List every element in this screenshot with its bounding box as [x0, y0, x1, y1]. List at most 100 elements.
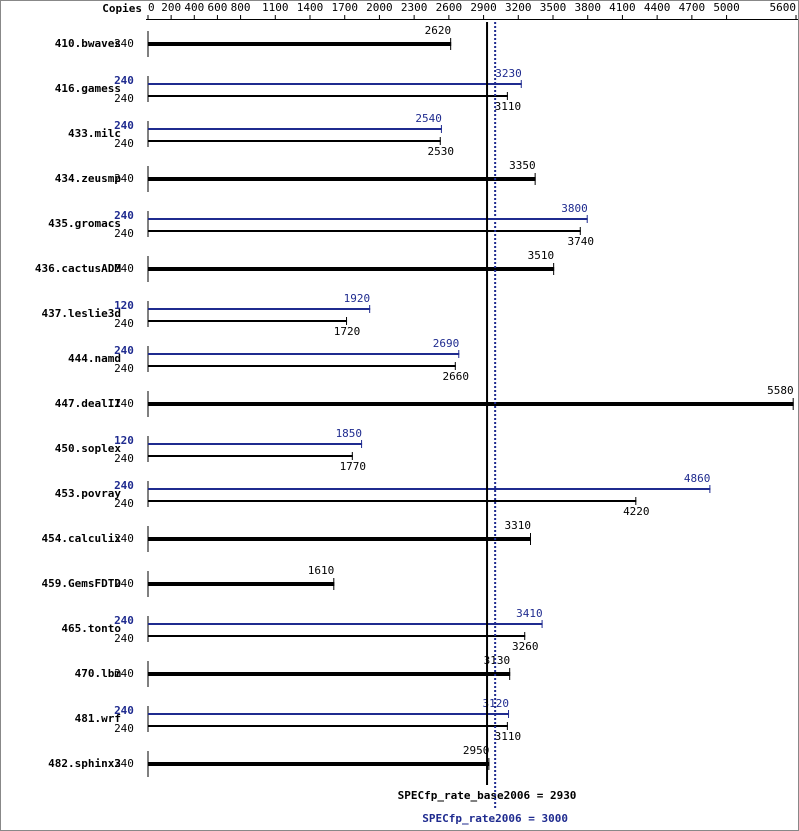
x-tick-label: 3800 [574, 1, 601, 14]
copies-label: 240 [114, 614, 134, 627]
bar [148, 402, 794, 406]
copies-label: 240 [114, 74, 134, 87]
value-label: 2690 [433, 337, 460, 350]
bar [148, 635, 526, 637]
copies-label: 240 [114, 172, 134, 185]
x-tick-label: 2900 [470, 1, 497, 14]
benchmark-label: 465.tonto [61, 622, 121, 635]
value-label: 1720 [334, 325, 361, 338]
benchmark-label: 482.sphinx3 [48, 757, 121, 770]
benchmark-label: 454.calculix [42, 532, 122, 545]
benchmark-label: 459.GemsFDTD [42, 577, 122, 590]
value-label: 5580 [767, 384, 794, 397]
x-tick-label: 5600 [770, 1, 797, 14]
reference-label: SPECfp_rate_base2006 = 2930 [398, 789, 577, 802]
x-tick-label: 0 [148, 1, 155, 14]
copies-label: 240 [114, 704, 134, 717]
copies-label: 240 [114, 209, 134, 222]
bar [148, 672, 511, 676]
benchmark-label: 444.namd [68, 352, 121, 365]
x-tick-label: 800 [231, 1, 251, 14]
copies-label: 240 [114, 227, 134, 240]
bar [148, 537, 532, 541]
x-tick-label: 4100 [609, 1, 636, 14]
x-tick-label: 1400 [297, 1, 324, 14]
x-tick-label: 4700 [679, 1, 706, 14]
value-label: 3800 [561, 202, 588, 215]
benchmark-label: 470.lbm [75, 667, 122, 680]
copies-header: Copies [102, 2, 142, 15]
bar [148, 353, 460, 355]
benchmark-label: 410.bwaves [55, 37, 121, 50]
value-label: 3260 [512, 640, 539, 653]
value-label: 3110 [495, 730, 522, 743]
copies-label: 240 [114, 479, 134, 492]
copies-label: 240 [114, 532, 134, 545]
bar [148, 713, 510, 715]
value-label: 3350 [509, 159, 536, 172]
copies-label: 240 [114, 497, 134, 510]
x-tick-label: 600 [207, 1, 227, 14]
bar [148, 140, 441, 142]
bar [148, 177, 536, 181]
copies-label: 240 [114, 722, 134, 735]
copies-label: 240 [114, 92, 134, 105]
benchmark-label: 437.leslie3d [42, 307, 121, 320]
copies-label: 240 [114, 632, 134, 645]
bar [148, 500, 637, 502]
value-label: 4860 [684, 472, 711, 485]
benchmark-label: 450.soplex [55, 442, 122, 455]
copies-label: 120 [114, 434, 134, 447]
x-tick-label: 2600 [436, 1, 463, 14]
x-tick-label: 5000 [713, 1, 740, 14]
benchmark-label: 436.cactusADM [35, 262, 121, 275]
bar [148, 365, 456, 367]
value-label: 3110 [495, 100, 522, 113]
bar [148, 95, 508, 97]
copies-label: 240 [114, 452, 134, 465]
value-label: 2620 [425, 24, 452, 37]
copies-label: 240 [114, 119, 134, 132]
bar [148, 443, 363, 445]
value-label: 1920 [344, 292, 371, 305]
bar [148, 267, 555, 271]
bar [148, 623, 543, 625]
bar [148, 488, 711, 490]
copies-label: 240 [114, 667, 134, 680]
x-tick-label: 4400 [644, 1, 671, 14]
x-tick-label: 400 [184, 1, 204, 14]
reference-label: SPECfp_rate2006 = 3000 [422, 812, 568, 825]
value-label: 3310 [505, 519, 532, 532]
value-label: 1850 [336, 427, 363, 440]
copies-label: 240 [114, 137, 134, 150]
x-tick-label: 1100 [262, 1, 289, 14]
bar [148, 218, 588, 220]
value-label: 2530 [428, 145, 455, 158]
bar [148, 582, 335, 586]
copies-label: 240 [114, 577, 134, 590]
bar [148, 725, 508, 727]
bar [148, 42, 452, 46]
x-tick-label: 200 [161, 1, 181, 14]
x-tick-label: 3500 [540, 1, 567, 14]
copies-label: 240 [114, 397, 134, 410]
x-tick-label: 2300 [401, 1, 428, 14]
bar [148, 455, 353, 457]
value-label: 3510 [528, 249, 555, 262]
copies-label: 240 [114, 344, 134, 357]
x-tick-label: 1700 [331, 1, 358, 14]
copies-label: 240 [114, 362, 134, 375]
value-label: 3410 [516, 607, 543, 620]
bar [148, 230, 581, 232]
bar [148, 128, 442, 130]
bar [148, 762, 490, 766]
benchmark-label: 433.milc [68, 127, 121, 140]
benchmark-label: 453.povray [55, 487, 122, 500]
copies-label: 120 [114, 299, 134, 312]
copies-label: 240 [114, 757, 134, 770]
value-label: 3740 [568, 235, 595, 248]
copies-label: 240 [114, 37, 134, 50]
benchmark-label: 416.gamess [55, 82, 121, 95]
